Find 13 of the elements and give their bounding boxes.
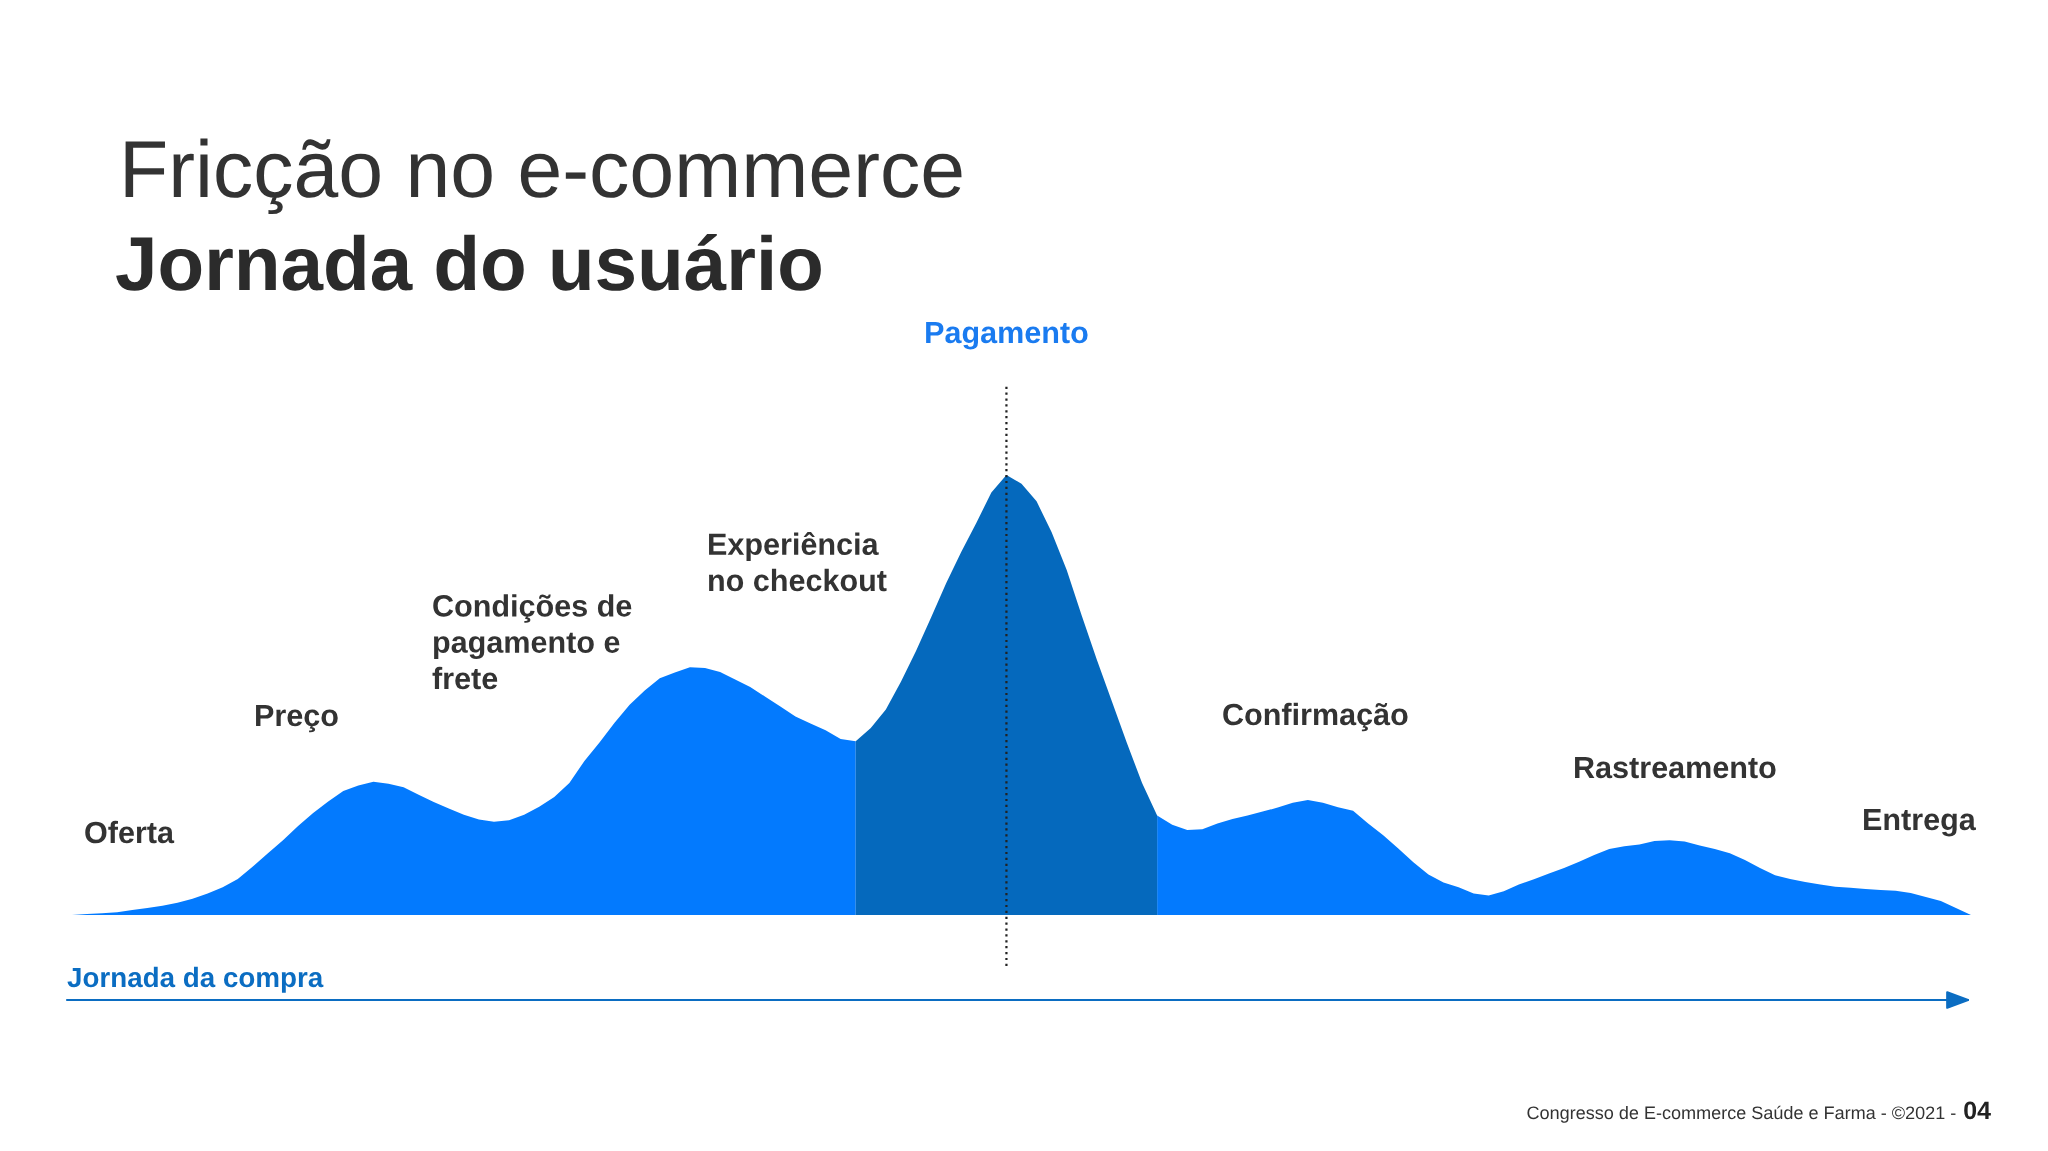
text: Congresso de E-commerce Saúde e Farma - ©2021 - [1527,1105,1956,1123]
annotation: Oferta [85,820,175,844]
annotation: Condições de pagamento e frete [432,594,632,690]
text: Pagamento [926,321,1088,350]
text: 04 [1964,1101,1991,1120]
x-axis-title: Jornada da compra [67,966,324,993]
annotation: Confirmação [1223,702,1408,732]
annotation: Entrega [1864,808,1976,837]
chart-subtitle: Jornada do usuário [116,233,821,291]
annotation: Experiência no checkout [709,531,887,592]
annotation: Rastreamento [1575,756,1776,779]
chart-title: Fricção no e-commerce [125,138,962,215]
annotation: Preço [256,704,338,733]
